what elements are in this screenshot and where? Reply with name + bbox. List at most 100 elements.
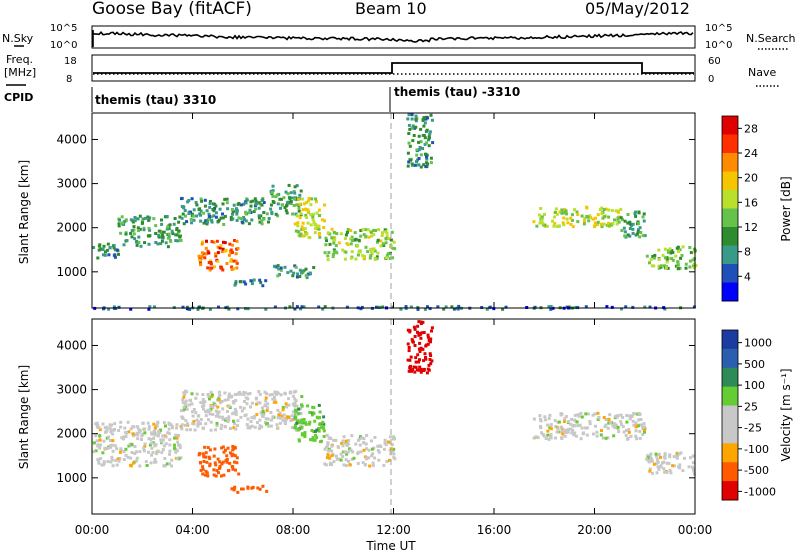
range-cell: [377, 458, 381, 462]
velocity-colorbar-tick-label: 25: [744, 400, 758, 413]
range-cell: [624, 434, 628, 437]
range-cell: [142, 446, 146, 450]
range-cell: [328, 454, 332, 458]
range-cell: [625, 420, 629, 424]
range-cell: [172, 222, 176, 226]
range-cell: [605, 305, 609, 309]
range-cell: [345, 305, 349, 309]
range-cell: [188, 428, 192, 432]
range-cell: [238, 391, 241, 394]
range-cell: [222, 223, 226, 226]
range-cell: [267, 217, 271, 220]
range-cell: [573, 431, 577, 435]
range-cell: [108, 426, 112, 430]
range-cell: [303, 202, 306, 206]
range-cell: [173, 446, 177, 450]
range-cell: [417, 332, 421, 335]
range-cell: [255, 421, 259, 424]
range-cell: [425, 371, 429, 375]
range-cell: [173, 436, 177, 440]
range-cell: [208, 408, 211, 412]
range-cell: [249, 204, 253, 208]
range-cell: [109, 460, 113, 464]
power-colorbar-tick-label: 24: [744, 147, 758, 160]
range-cell: [308, 410, 312, 414]
range-cell: [276, 409, 280, 412]
range-cell: [227, 469, 231, 473]
range-cell: [657, 467, 661, 471]
range-cell: [276, 202, 280, 206]
range-cell: [548, 413, 552, 417]
range-cell: [687, 465, 691, 469]
range-cell: [415, 160, 418, 164]
range-cell: [566, 427, 570, 431]
range-cell: [392, 452, 396, 456]
range-cell: [219, 244, 223, 248]
range-cell: [312, 429, 316, 433]
range-cell: [208, 200, 212, 203]
range-cell: [385, 254, 389, 258]
range-cell: [204, 246, 208, 250]
range-cell: [97, 461, 101, 465]
range-cell: [290, 414, 294, 418]
range-cell: [410, 162, 414, 166]
range-cell: [317, 208, 321, 212]
range-cell: [147, 450, 150, 454]
range-cell: [485, 307, 489, 311]
range-cell: [652, 264, 656, 268]
range-cell: [608, 223, 611, 227]
range-cell: [244, 210, 248, 214]
range-cell: [298, 234, 302, 238]
range-cell: [269, 207, 273, 211]
range-cell: [273, 390, 277, 394]
range-cell: [304, 213, 308, 217]
range-cell: [193, 428, 197, 432]
range-cell: [246, 417, 250, 421]
range-cell: [367, 235, 371, 239]
range-cell: [102, 439, 106, 443]
range-cell: [233, 283, 237, 287]
range-cell: [147, 226, 151, 230]
range-cell: [376, 448, 380, 452]
range-cell: [127, 430, 131, 434]
range-cell: [227, 394, 231, 398]
range-cell: [688, 456, 692, 460]
range-cell: [117, 252, 120, 256]
range-cell: [108, 246, 112, 250]
range-cell: [389, 238, 393, 242]
range-cell: [358, 250, 362, 254]
range-cell: [591, 413, 595, 417]
range-cell: [210, 240, 214, 244]
range-cell: [103, 253, 107, 257]
range-cell: [587, 219, 591, 223]
range-cell: [187, 403, 191, 407]
range-cell: [302, 228, 305, 232]
power-colorbar-tick-label: 16: [744, 196, 758, 209]
range-cell: [622, 226, 626, 230]
range-cell: [177, 220, 181, 224]
range-cell: [218, 246, 222, 250]
range-cell: [399, 307, 403, 311]
range-cell: [130, 235, 134, 239]
range-cell: [428, 339, 432, 343]
range-cell: [427, 135, 431, 139]
range-cell: [234, 282, 238, 285]
range-cell: [104, 430, 108, 434]
range-cell: [549, 307, 553, 311]
range-cell: [180, 423, 184, 427]
range-cell: [315, 428, 319, 432]
range-cell: [384, 230, 388, 234]
range-cell: [372, 228, 376, 232]
range-cell: [239, 280, 243, 284]
range-cell: [256, 486, 260, 490]
range-cell: [418, 358, 421, 362]
range-cell: [688, 259, 692, 263]
range-cell: [97, 426, 101, 430]
range-cell: [313, 223, 317, 227]
time-axis-label: Time UT: [365, 539, 416, 553]
range-cell: [536, 436, 540, 440]
noise-right-tick-top: 10^5: [705, 23, 732, 34]
range-cell: [428, 307, 432, 311]
